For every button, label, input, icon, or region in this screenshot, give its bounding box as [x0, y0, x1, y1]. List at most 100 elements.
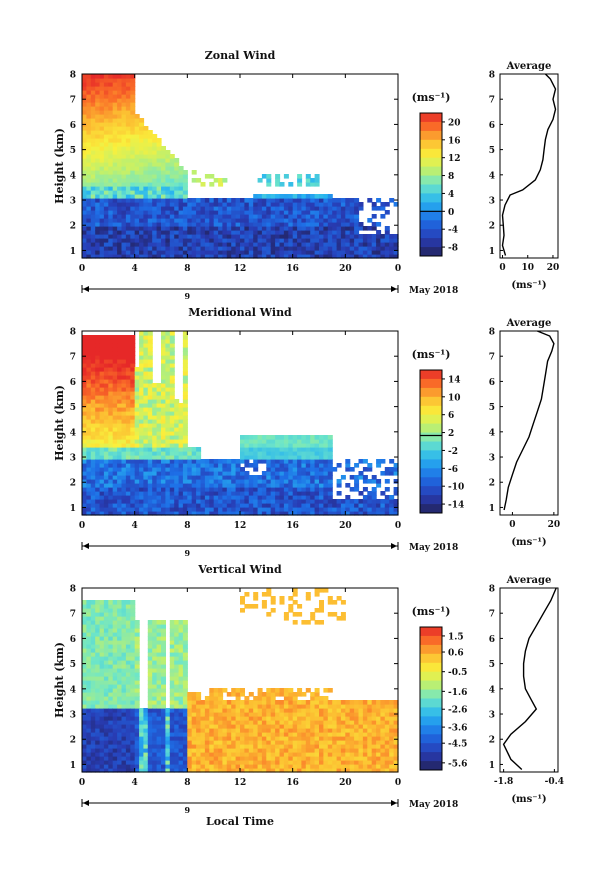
profile-y-tick-label: 2 [489, 479, 495, 489]
profile-y-tick-label: 8 [489, 71, 495, 81]
heatmap-cell [358, 246, 364, 251]
heatmap-cell [112, 174, 118, 179]
heatmap-cell [103, 126, 109, 131]
heatmap-cell [196, 483, 202, 488]
heatmap-cell [226, 768, 232, 773]
heatmap-cell [182, 744, 188, 749]
heatmap-cell [161, 363, 166, 368]
heatmap-cell [376, 198, 382, 203]
heatmap-cell [248, 511, 254, 516]
heatmap-cell [103, 250, 109, 255]
heatmap-cell [226, 254, 232, 259]
heatmap-cell [125, 463, 131, 468]
heatmap-cell [169, 491, 175, 496]
heatmap-cell [125, 431, 131, 436]
heatmap-cell [95, 680, 101, 685]
heatmap-cell [95, 78, 101, 83]
heatmap-cell [314, 214, 320, 219]
heatmap-cell [86, 150, 92, 155]
heatmap-cell [218, 467, 224, 472]
profile-frame [499, 73, 559, 259]
heatmap-cell [86, 198, 92, 203]
heatmap-cell [117, 238, 123, 243]
heatmap-cell [358, 254, 364, 259]
heatmap-cell [147, 427, 153, 432]
heatmap-cell [314, 202, 320, 207]
heatmap-cell [134, 716, 140, 721]
heatmap-cell [389, 511, 395, 516]
heatmap-cell [248, 692, 254, 697]
heatmap-cell [86, 194, 92, 199]
heatmap-cell [204, 704, 210, 709]
heatmap-cell [226, 214, 232, 219]
heatmap-cell [384, 495, 390, 500]
heatmap-cell [130, 760, 136, 765]
heatmap-cells [82, 588, 399, 773]
heatmap-cell [130, 230, 136, 235]
colorbar-step [420, 229, 442, 239]
heatmap-cell [209, 479, 215, 484]
heatmap-cell [117, 748, 123, 753]
heatmap-cell [187, 503, 193, 508]
heatmap-cell [86, 90, 92, 95]
heatmap-cell [279, 451, 285, 456]
heatmap-cell [121, 254, 127, 259]
heatmap-cell [125, 652, 131, 657]
heatmap-cell [292, 198, 298, 203]
heatmap-cell [95, 491, 101, 496]
heatmap-cell [169, 190, 175, 195]
heatmap-cell [305, 174, 311, 179]
heatmap-cell [371, 511, 377, 516]
heatmap-cell [231, 748, 237, 753]
heatmap-cell [178, 463, 184, 468]
heatmap-cell [275, 728, 281, 733]
heatmap-cell [248, 443, 254, 448]
heatmap-cell [314, 451, 320, 456]
heatmap-cell [161, 636, 166, 641]
heatmap-cell [213, 234, 219, 239]
heatmap-cell [156, 696, 162, 701]
heatmap-cell [292, 238, 298, 243]
heatmap-cell [99, 98, 105, 103]
heatmap-cell [187, 712, 193, 717]
heatmap-cell [112, 118, 118, 123]
heatmap-cell [103, 178, 109, 183]
heatmap-cell [152, 242, 158, 247]
heatmap-cell [108, 471, 114, 476]
heatmap-cell [125, 399, 131, 404]
heatmap-cell [161, 218, 166, 223]
heatmap-cell [130, 612, 136, 617]
heatmap-cell [248, 250, 254, 255]
heatmap-cell [240, 503, 245, 508]
heatmap-cell [218, 487, 224, 492]
heatmap-cell [112, 459, 118, 464]
heatmap-cell [147, 391, 153, 396]
heatmap-cell [121, 158, 127, 163]
heatmap-cell [147, 351, 153, 356]
heatmap-cell [200, 250, 206, 255]
heatmap-cell [117, 371, 123, 376]
heatmap-cell [319, 222, 324, 227]
heatmap-cell [95, 656, 101, 661]
heatmap-cell [143, 443, 149, 448]
heatmap-cell [257, 238, 263, 243]
heatmap-cell [82, 443, 87, 448]
heatmap-cell [143, 339, 149, 344]
heatmap-cell [191, 768, 197, 773]
heatmap-cell [99, 740, 105, 745]
heatmap-cell [121, 146, 127, 151]
heatmap-cell [130, 339, 136, 344]
heatmap-cell [152, 463, 158, 468]
heatmap-cell [108, 202, 114, 207]
heatmap-cell [130, 648, 136, 653]
heatmap-cell [226, 479, 232, 484]
heatmap-cell [90, 375, 96, 380]
heatmap-cell [125, 752, 131, 757]
heatmap-cell [204, 740, 210, 745]
heatmap-cell [319, 507, 324, 512]
heatmap-cell [182, 182, 188, 187]
heatmap-cell [305, 182, 311, 187]
heatmap-cell [86, 230, 92, 235]
heatmap-cell [314, 238, 320, 243]
heatmap-cell [125, 230, 131, 235]
